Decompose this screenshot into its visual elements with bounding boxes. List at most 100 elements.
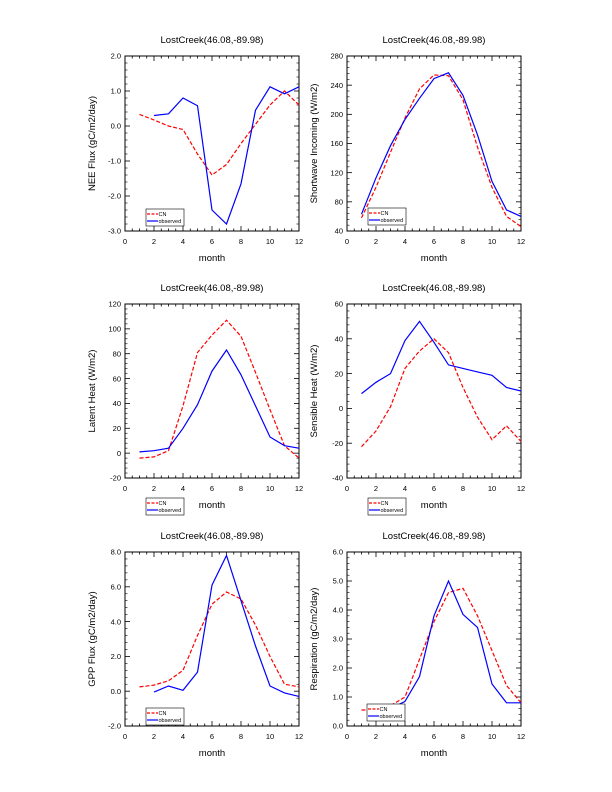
x-tick-label: 2 — [152, 484, 156, 493]
chart-title: LostCreek(46.08,-89.98) — [161, 283, 264, 294]
plot-frame — [124, 303, 300, 479]
chart-panel-5: LostCreek(46.08,-89.98) month GPP Flux (gC… — [87, 531, 303, 759]
x-tick-label: 4 — [403, 484, 407, 493]
x-tick-label: 8 — [461, 484, 465, 493]
x-tick-label: 6 — [210, 484, 214, 493]
series-line-observed — [360, 72, 522, 217]
x-tick-label: 4 — [181, 237, 185, 246]
y-tick-label: 0.0 — [111, 687, 121, 696]
y-tick-label: 240 — [330, 81, 343, 90]
y-tick-label: -2.0 — [108, 192, 121, 201]
legend-label-cn: CN — [381, 211, 389, 217]
y-axis-label: Latent Heat (W/m2) — [87, 350, 98, 433]
y-axis-label: Respiration (gC/m2/day) — [309, 588, 320, 691]
x-tick-label: 8 — [239, 732, 243, 741]
x-tick-label: 0 — [123, 484, 127, 493]
plot-frame — [346, 551, 522, 727]
series-line-cn — [360, 74, 522, 228]
x-axis-label: month — [421, 500, 447, 511]
x-tick-label: 4 — [403, 732, 407, 741]
chart-title: LostCreek(46.08,-89.98) — [161, 531, 264, 542]
x-axis-label: month — [199, 500, 225, 511]
chart-panel-4: LostCreek(46.08,-89.98) month Sensible Hea… — [309, 283, 525, 516]
y-tick-label: 20 — [113, 424, 121, 433]
y-tick-label: -1.0 — [108, 157, 121, 166]
y-tick-label: -3.0 — [108, 227, 121, 236]
y-axis-label: NEE Flux (gC/m2/day) — [87, 96, 98, 191]
y-tick-label: 4.0 — [333, 606, 343, 615]
legend-label-cn: CN — [381, 501, 389, 507]
y-tick-label: 120 — [108, 300, 121, 309]
x-tick-label: 10 — [266, 484, 274, 493]
y-tick-label: -2.0 — [108, 722, 121, 731]
x-tick-label: 2 — [374, 237, 378, 246]
x-tick-label: 2 — [374, 484, 378, 493]
y-tick-label: 80 — [113, 349, 121, 358]
series-line-cn — [361, 337, 522, 448]
y-tick-label: 5.0 — [333, 577, 343, 586]
y-tick-label: 120 — [330, 168, 343, 177]
y-axis-label: Shortwave Incoming (W/m2) — [309, 84, 320, 204]
x-tick-label: 6 — [432, 732, 436, 741]
series-line-observed — [375, 579, 521, 720]
x-tick-label: 0 — [345, 732, 349, 741]
x-tick-label: 10 — [488, 732, 496, 741]
legend-label-observed: observed — [159, 508, 182, 514]
series-line-cn — [139, 319, 300, 459]
x-axis-label: month — [421, 253, 447, 264]
y-tick-label: 0 — [117, 449, 121, 458]
legend-label-cn: CN — [159, 501, 167, 507]
x-tick-label: 2 — [152, 237, 156, 246]
y-tick-label: 6.0 — [111, 583, 121, 592]
x-axis-label: month — [199, 748, 225, 759]
chart-title: LostCreek(46.08,-89.98) — [161, 35, 264, 46]
legend-label-observed: observed — [381, 508, 404, 514]
x-tick-label: 8 — [239, 237, 243, 246]
x-tick-label: 10 — [488, 237, 496, 246]
y-tick-label: 2.0 — [111, 652, 121, 661]
y-tick-label: 200 — [330, 110, 343, 119]
x-tick-label: 8 — [461, 237, 465, 246]
legend-label-observed: observed — [381, 218, 404, 224]
series-line-cn — [139, 591, 300, 688]
y-tick-label: 160 — [330, 139, 343, 148]
x-tick-label: 10 — [266, 732, 274, 741]
x-tick-label: 4 — [181, 732, 185, 741]
y-axis-label: Sensible Heat (W/m2) — [309, 345, 320, 438]
y-axis-label: GPP Flux (gC/m2/day) — [87, 591, 98, 686]
x-tick-label: 12 — [517, 484, 525, 493]
y-tick-label: 60 — [335, 300, 343, 309]
x-tick-label: 8 — [239, 484, 243, 493]
y-tick-label: 0.0 — [111, 122, 121, 131]
y-tick-label: 80 — [335, 198, 343, 207]
y-tick-label: 100 — [108, 325, 121, 334]
chart-panel-6: LostCreek(46.08,-89.98) month Respiration … — [309, 531, 525, 759]
y-tick-label: -20 — [110, 474, 121, 483]
y-tick-label: 40 — [113, 399, 121, 408]
chart-title: LostCreek(46.08,-89.98) — [383, 531, 486, 542]
y-tick-label: 20 — [335, 369, 343, 378]
legend-label-cn: CN — [380, 707, 388, 713]
plot-frame — [124, 55, 300, 232]
y-tick-label: -20 — [332, 439, 343, 448]
series-line-observed — [153, 86, 300, 226]
y-tick-label: 60 — [113, 374, 121, 383]
x-tick-label: 12 — [517, 732, 525, 741]
legend-box — [145, 707, 185, 726]
legend-label-cn: CN — [159, 711, 167, 717]
x-tick-label: 0 — [345, 484, 349, 493]
series-line-observed — [361, 320, 522, 395]
x-tick-label: 0 — [345, 237, 349, 246]
legend-box — [145, 497, 185, 516]
legend-box — [367, 497, 407, 516]
plot-frame — [346, 303, 522, 479]
series-line-observed — [139, 348, 300, 453]
chart-panel-1: LostCreek(46.08,-89.98) month NEE Flux (gC… — [87, 35, 303, 264]
y-tick-label: 2.0 — [333, 664, 343, 673]
chart-panel-2: LostCreek(46.08,-89.98) month Shortwave In… — [309, 35, 525, 264]
series-line-observed — [153, 553, 300, 697]
